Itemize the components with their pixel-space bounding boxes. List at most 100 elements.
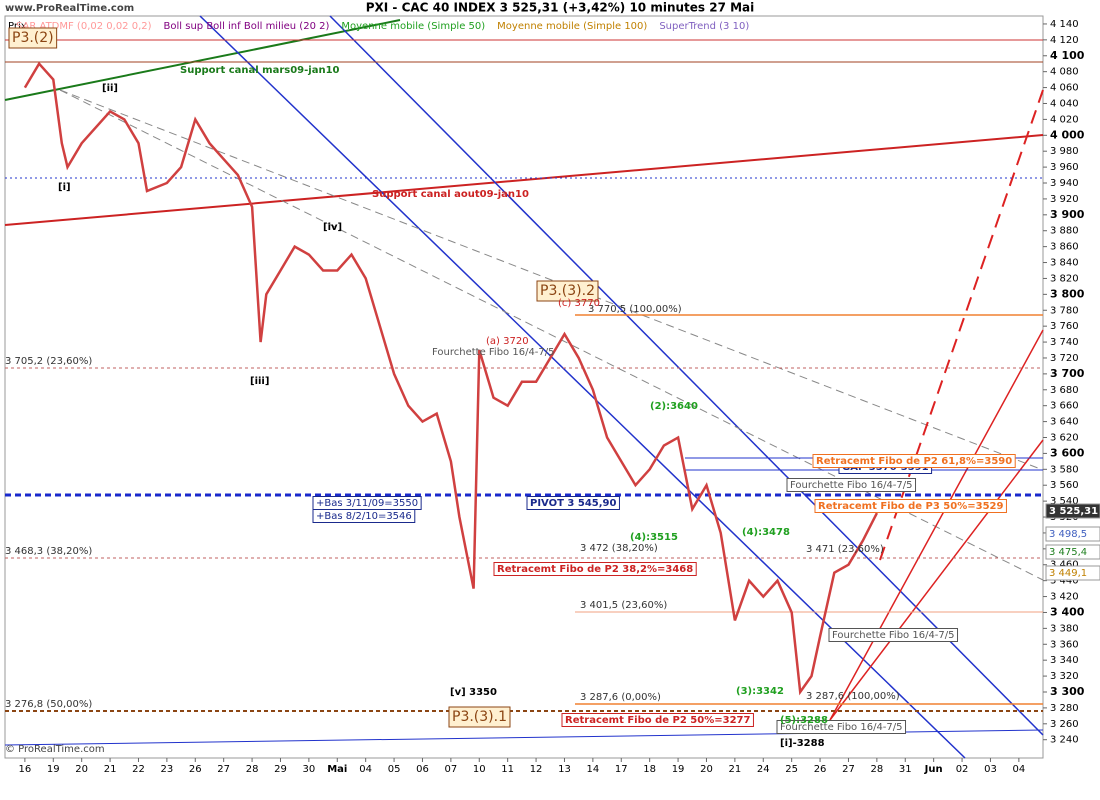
x-tick-label: 07 [445,764,458,775]
annotation: 3 276,8 (50,00%) [5,699,92,710]
y-tick-label: 3 580 [1050,464,1079,475]
target-line [879,89,1044,561]
annotation: 3 468,3 (38,20%) [5,546,92,557]
fibo-fan [59,89,1044,581]
annotation: [i]-3288 [780,738,825,749]
price-tag: 3 449,1 [1049,568,1087,579]
y-tick-label: 4 020 [1050,114,1079,125]
annotation: [iv] [323,222,342,233]
price-tag-box [1045,544,1100,560]
annotation: +Bas 3/11/09=3550 [316,498,418,509]
annotation-group: [iii] [250,376,269,387]
y-tick-label: 3 640 [1050,417,1079,428]
annotation-group: Support canal aout09-jan10 [372,189,529,200]
chart-title: PXI - CAC 40 INDEX 3 525,31 (+3,42%) 10 … [366,1,755,15]
annotation-box [8,27,58,49]
annotation-group: Retracemt Fibo de P3 50%=3529 [814,499,1007,513]
annotation-group: P3.(3).1 [448,706,511,728]
annotation-group: 3 770,5 (100,00%) [588,304,682,315]
annotation-group: 3 705,2 (23,60%) [5,356,92,367]
annotation: Fourchette Fibo 16/4-7/5 [432,347,555,358]
y-tick-label: 3 940 [1050,178,1079,189]
annotation: [i] [58,182,71,193]
trend-line [4,19,401,101]
annotation: [iii] [250,376,269,387]
x-tick-label: 17 [615,764,628,775]
x-tick-label: 20 [700,764,713,775]
y-tick-label: 3 860 [1050,242,1079,253]
y-tick-label: 3 620 [1050,433,1079,444]
annotation-group: [iv] [323,222,342,233]
annotation: 3 472 (38,20%) [580,543,658,554]
y-tick-label: 4 060 [1050,83,1079,94]
annotation-group: Fourchette Fibo 16/4-7/5 [776,720,907,734]
annotation-box [536,280,599,302]
y-tick-label: 4 120 [1050,35,1079,46]
annotation-group: 3 401,5 (23,60%) [580,600,667,611]
x-tick-label: 27 [842,764,855,775]
x-tick-label: 30 [303,764,316,775]
y-tick-label: 3 440 [1050,576,1079,587]
price-tag: 3 475,4 [1049,547,1087,558]
y-tick-label: 3 660 [1050,401,1079,412]
annotation-box [312,509,416,523]
y-tick-label: 3 740 [1050,337,1079,348]
x-tick-label: 06 [416,764,429,775]
indicator-legend: SuperTrend (3 10) [659,21,749,32]
annotation: 3 471 (23,60%) [806,544,884,555]
annotation: 3 401,5 (23,60%) [580,600,667,611]
y-tick-label: 3 720 [1050,353,1079,364]
annotation-group: 3 287,6 (100,00%) [806,691,900,702]
y-label: Prix [8,21,27,32]
annotation-box [812,454,1016,468]
annotation-group: 3 468,3 (38,20%) [5,546,92,557]
x-tick-label: 21 [104,764,117,775]
x-tick-label: 28 [246,764,259,775]
annotation: P3.(2) [12,30,54,46]
annotation-group: +Bas 8/2/10=3546 [312,509,416,523]
y-tick-label: 3 840 [1050,258,1079,269]
annotation: Support canal mars09-jan10 [180,65,340,76]
indicator-legend: Moyenne mobile (Simple 100) [497,21,647,32]
annotation-group: Fourchette Fibo 16/4-7/5 [432,347,555,358]
annotation-box [448,706,511,728]
y-tick-label: 3 280 [1050,703,1079,714]
x-tick-label: 26 [189,764,202,775]
annotation-box [814,499,1007,513]
annotation-group: (4):3478 [742,527,790,538]
annotation-group: (4):3515 [630,532,678,543]
annotation-box [526,496,620,510]
annotation: 3 705,2 (23,60%) [5,356,92,367]
annotation-group: Retracemt Fibo de P2 38,2%=3468 [493,562,697,576]
x-tick-label: Mai [327,764,347,775]
annotation-box [828,628,959,642]
y-tick-label: 3 780 [1050,305,1079,316]
annotation-group: [v] 3350 [450,687,497,698]
annotation-box [776,720,907,734]
x-tick-label: 24 [757,764,770,775]
annotation: Retracemt Fibo de P2 38,2%=3468 [497,564,693,575]
annotation-group: (a) 3720 [486,336,529,347]
y-tick-label: 3 560 [1050,480,1079,491]
y-tick-label: 3 380 [1050,623,1079,634]
annotation: (a) 3720 [486,336,529,347]
x-tick-label: 19 [672,764,685,775]
annotation: Retracemt Fibo de P3 50%=3529 [818,501,1003,512]
y-tick-label: 3 800 [1050,287,1085,300]
annotation: (4):3478 [742,527,790,538]
annotation-group: P3.(3).2 [536,280,599,302]
y-tick-label: 3 980 [1050,146,1079,157]
y-tick-label: 3 960 [1050,162,1079,173]
y-tick-label: 3 760 [1050,321,1079,332]
y-tick-label: 3 260 [1050,719,1079,730]
annotation-group: (5):3288 [780,715,828,726]
x-tick-label: 04 [359,764,372,775]
y-tick-label: 3 420 [1050,592,1079,603]
indicator-legend: SAR ATDMF (0,02 0,02 0,2) [16,21,152,32]
y-tick-label: 4 000 [1050,128,1085,141]
y-tick-label: 4 040 [1050,98,1079,109]
x-tick-label: 27 [217,764,230,775]
x-tick-label: 04 [1012,764,1025,775]
y-tick-label: 3 400 [1050,605,1085,618]
